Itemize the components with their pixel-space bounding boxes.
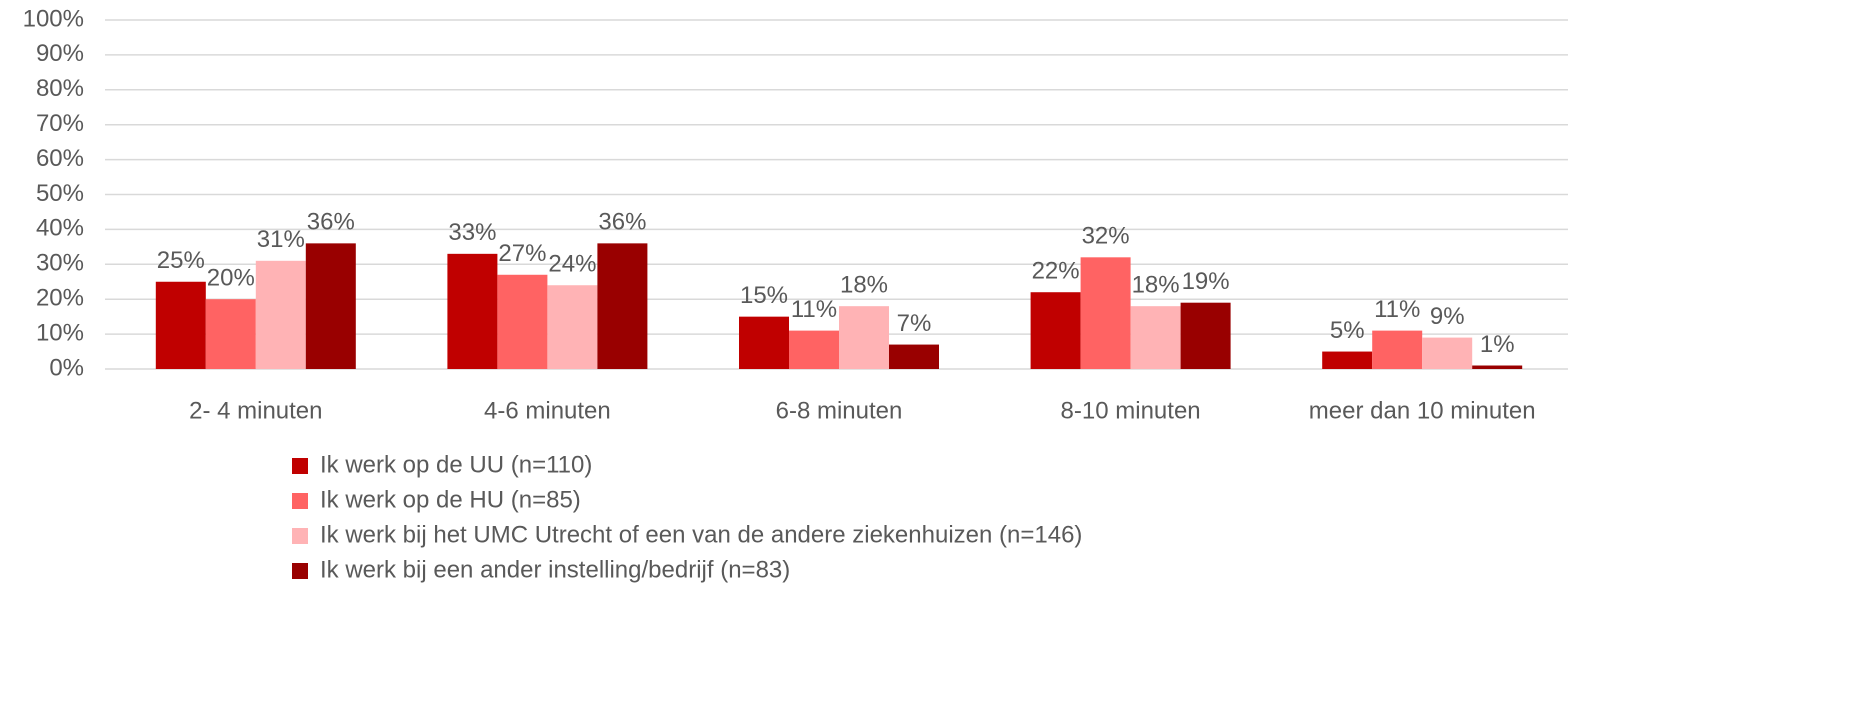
bar — [305, 243, 356, 369]
bar — [1080, 257, 1131, 369]
legend-swatch — [292, 493, 308, 509]
bar — [1130, 306, 1181, 369]
legend-swatch — [292, 528, 308, 544]
bar — [497, 274, 548, 369]
bar — [889, 344, 939, 369]
legend-label: Ik werk op de HU (n=85) — [320, 486, 581, 513]
data-label: 33% — [448, 219, 496, 246]
data-label: 9% — [1430, 303, 1465, 330]
x-tick-label: meer dan 10 minuten — [1309, 397, 1536, 424]
data-label: 32% — [1082, 223, 1130, 250]
y-tick-label: 10% — [36, 319, 84, 346]
bar — [1180, 302, 1231, 369]
y-tick-label: 30% — [36, 250, 84, 277]
bar — [155, 281, 206, 369]
data-label: 22% — [1032, 258, 1080, 285]
y-tick-label: 40% — [36, 215, 84, 242]
data-label: 36% — [307, 209, 355, 236]
y-tick-label: 20% — [36, 285, 84, 312]
bar — [789, 330, 839, 369]
bar — [739, 316, 789, 369]
bar — [1322, 351, 1373, 369]
data-label: 20% — [207, 265, 255, 292]
bar — [1422, 337, 1473, 369]
x-tick-label: 6-8 minuten — [776, 397, 903, 424]
data-label: 19% — [1182, 268, 1230, 295]
y-tick-label: 0% — [49, 354, 84, 381]
y-tick-label: 50% — [36, 180, 84, 207]
legend-swatch — [292, 458, 308, 474]
data-label: 36% — [598, 209, 646, 236]
bar — [447, 253, 498, 369]
bar — [205, 299, 256, 369]
legend-swatch — [292, 563, 308, 579]
x-tick-label: 8-10 minuten — [1061, 397, 1201, 424]
data-label: 7% — [897, 310, 932, 337]
bar — [597, 243, 648, 369]
data-label: 11% — [791, 296, 837, 323]
data-label: 5% — [1330, 317, 1365, 344]
y-tick-label: 90% — [36, 40, 84, 67]
data-label: 27% — [498, 240, 546, 267]
x-tick-label: 2- 4 minuten — [189, 397, 322, 424]
legend-label: Ik werk op de UU (n=110) — [320, 451, 592, 478]
x-tick-label: 4-6 minuten — [484, 397, 611, 424]
data-label: 31% — [257, 226, 305, 253]
y-tick-label: 60% — [36, 145, 84, 172]
data-label: 11% — [1374, 296, 1420, 323]
bar — [1030, 292, 1081, 369]
y-tick-label: 70% — [36, 110, 84, 137]
data-label: 25% — [157, 247, 205, 274]
legend-label: Ik werk bij een ander instelling/bedrijf… — [320, 556, 790, 583]
bar — [839, 306, 889, 369]
data-label: 1% — [1480, 331, 1515, 358]
data-label: 15% — [740, 282, 788, 309]
data-label: 18% — [840, 272, 888, 299]
data-label: 24% — [548, 251, 596, 278]
bar — [255, 260, 306, 369]
bar — [1372, 330, 1423, 369]
bar — [547, 285, 598, 369]
y-tick-label: 80% — [36, 75, 84, 102]
y-tick-label: 100% — [23, 5, 84, 32]
data-label: 18% — [1132, 272, 1180, 299]
bar — [1472, 365, 1523, 369]
legend-label: Ik werk bij het UMC Utrecht of een van d… — [320, 521, 1082, 548]
